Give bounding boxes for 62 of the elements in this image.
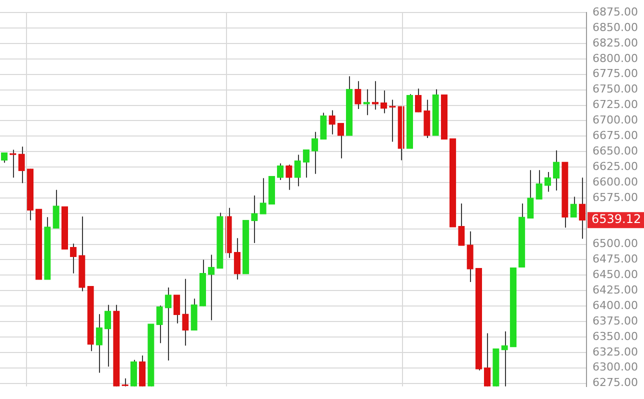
candlestick	[276, 162, 284, 181]
y-tick-label: 6600.00	[592, 175, 638, 188]
candlestick	[208, 254, 215, 321]
candlestick	[286, 164, 292, 190]
y-tick-label: 6625.00	[592, 160, 638, 173]
candlestick	[484, 332, 491, 387]
text: 6539.12	[592, 212, 642, 226]
candlestick	[320, 112, 327, 140]
candlestick	[328, 110, 336, 135]
candlestick	[424, 99, 430, 139]
candlestick	[354, 80, 362, 110]
y-tick-label: 6450.00	[592, 268, 638, 282]
y-tick-label: 6725.00	[592, 98, 638, 112]
candlestick	[570, 196, 577, 218]
y-tick-label: 6575.00	[592, 190, 638, 204]
y-tick-label: 6850.00	[592, 20, 638, 34]
candlestick	[173, 294, 180, 324]
y-tick-label: 6400.00	[592, 298, 638, 312]
y-tick-label: 6425.00	[592, 283, 638, 296]
y-tick-label: 6500.00	[592, 237, 638, 250]
candlestick	[182, 278, 189, 346]
candlestick	[190, 298, 198, 331]
candlestick	[311, 131, 318, 174]
candlestick	[337, 122, 344, 159]
y-tick-label: 6775.00	[592, 67, 638, 80]
candlestick	[70, 243, 77, 274]
candlestick	[466, 230, 474, 282]
y-tick-label: 6475.00	[592, 252, 638, 266]
candlestick	[414, 88, 422, 113]
y-tick-label: 6350.00	[592, 330, 638, 343]
candlestick	[536, 170, 542, 200]
y-tick-label: 6700.00	[592, 114, 638, 127]
candlestick	[578, 177, 586, 240]
candlestick	[294, 154, 301, 187]
candlestick	[544, 172, 552, 192]
y-tick-label: 6325.00	[592, 345, 638, 358]
candlestick	[52, 189, 60, 229]
y-tick-label: 6650.00	[592, 144, 638, 158]
candlestick	[458, 203, 465, 246]
candlestick	[104, 304, 112, 368]
candlestick	[18, 146, 25, 184]
y-tick-label: 6275.00	[592, 376, 638, 390]
candlestick	[527, 170, 534, 219]
candlestick	[96, 314, 103, 374]
candlestick	[552, 150, 560, 192]
y-tick-label: 6300.00	[592, 360, 638, 374]
y-tick-label: 6375.00	[592, 314, 638, 328]
y-tick-label: 6875.00	[592, 5, 638, 18]
y-tick-label: 6675.00	[592, 129, 638, 142]
candlestick	[234, 238, 241, 280]
candlestick	[156, 304, 163, 344]
candlestick	[164, 287, 172, 361]
candlestick	[380, 90, 388, 114]
y-tick-label: 6750.00	[592, 82, 638, 96]
y-tick-label: 6825.00	[592, 36, 638, 50]
candlestick	[260, 178, 266, 215]
candlestick	[251, 194, 258, 244]
candlestick	[302, 149, 310, 178]
candlestick	[501, 330, 508, 387]
candlestick	[138, 355, 146, 387]
candlestick	[130, 359, 138, 387]
y-tick-label: 6800.00	[592, 52, 638, 65]
